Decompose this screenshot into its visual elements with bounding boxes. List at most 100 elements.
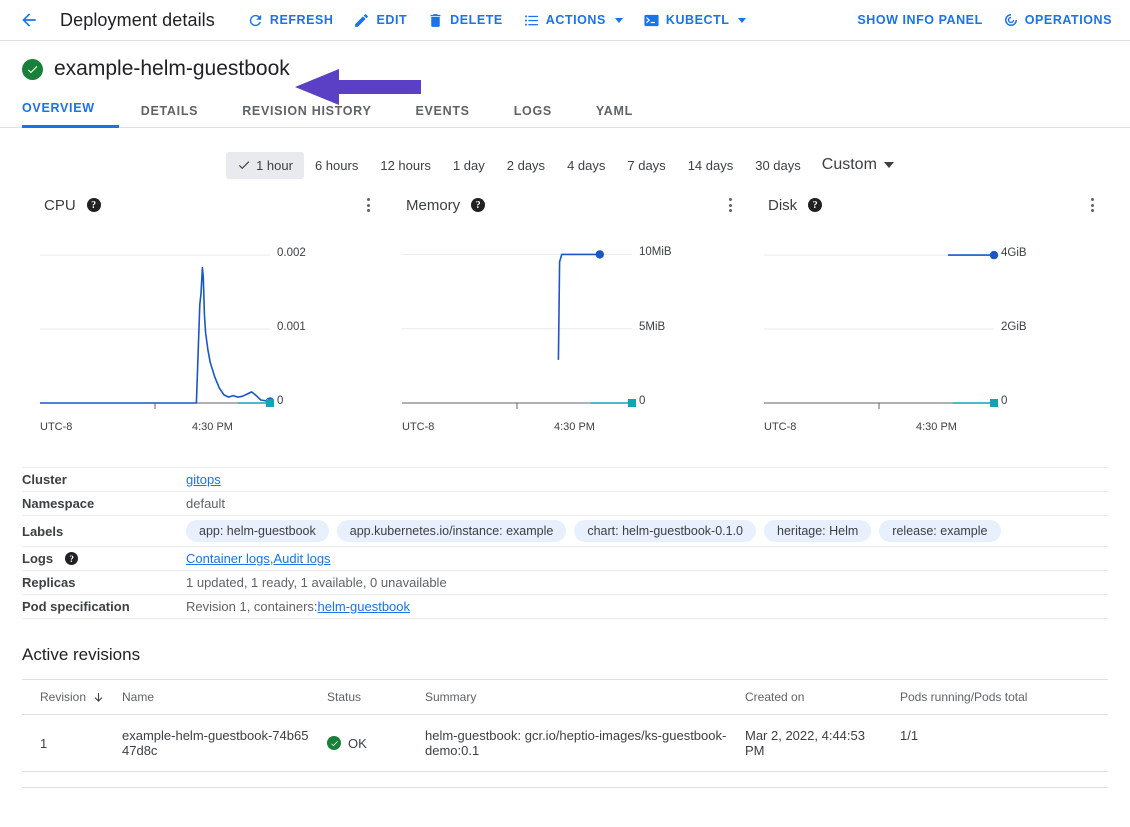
chart-cpu-title: CPU [44, 196, 76, 214]
table-row[interactable]: 1 example-helm-guestbook-74b6547d8c OK h… [22, 715, 1108, 772]
chart-memory-title: Memory [406, 196, 461, 214]
check-circle-icon [327, 736, 341, 750]
actions-label: ACTIONS [545, 13, 606, 27]
tab-revision-history[interactable]: REVISION HISTORY [220, 104, 393, 128]
tab-revision-history-label: REVISION HISTORY [242, 104, 372, 118]
tab-overview[interactable]: OVERVIEW [22, 101, 119, 128]
resource-title-row: example-helm-guestbook [0, 41, 1130, 81]
time-range-2-days-label: 2 days [506, 157, 546, 173]
time-range-14-days-label: 14 days [687, 157, 734, 173]
tab-yaml[interactable]: YAML [574, 104, 655, 128]
time-range-7-days[interactable]: 7 days [616, 152, 676, 179]
chart-ytick-label: 10MiB [639, 246, 672, 259]
chart-memory-plot: 10MiB 5MiB 0 [384, 236, 738, 421]
cluster-link[interactable]: gitops [186, 472, 221, 487]
tab-logs-label: LOGS [513, 104, 552, 118]
refresh-button[interactable]: REFRESH [237, 6, 344, 35]
time-range-12-hours-label: 12 hours [380, 157, 431, 173]
chart-cpu-xtick-0: UTC-8 [40, 421, 73, 433]
detail-row-pod-specification: Pod specification Revision 1, containers… [22, 595, 1108, 619]
time-range-14-days[interactable]: 14 days [677, 152, 745, 179]
cell-summary: helm-guestbook: gcr.io/heptio-images/ks-… [425, 728, 727, 758]
kubectl-label: KUBECTL [665, 13, 730, 27]
chart-memory: Memory ? 10MiB 5MiB 0 UTC-8 4:30 PM [384, 192, 746, 437]
pod-spec-container-link[interactable]: helm-guestbook [317, 599, 411, 614]
tab-yaml-label: YAML [595, 104, 633, 118]
edit-button[interactable]: EDIT [343, 6, 417, 35]
column-header-summary[interactable]: Summary [425, 690, 477, 704]
chart-memory-xtick-1: 4:30 PM [554, 421, 595, 433]
list-icon [523, 12, 540, 29]
column-header-status[interactable]: Status [327, 690, 362, 704]
chart-cpu: CPU ? 0.002 0.001 0 UTC-8 4:30 PM [22, 192, 384, 437]
check-icon [239, 161, 250, 170]
help-icon[interactable]: ? [65, 552, 79, 565]
detail-row-cluster: Cluster gitops [22, 468, 1108, 492]
chart-disk-plot: 4GiB 2GiB 0 [746, 236, 1100, 421]
detail-value-replicas: 1 updated, 1 ready, 1 available, 0 unava… [186, 575, 447, 590]
time-range-1-hour[interactable]: 1 hour [226, 151, 304, 179]
cell-pods: 1/1 [900, 728, 919, 743]
column-header-name[interactable]: Name [122, 690, 155, 704]
time-range-2-days[interactable]: 2 days [496, 152, 556, 179]
chart-memory-xtick-0: UTC-8 [402, 421, 435, 433]
operations-button[interactable]: OPERATIONS [993, 6, 1122, 34]
detail-value-logs: Container logs , Audit logs [186, 551, 331, 566]
column-header-revision[interactable]: Revision [22, 690, 122, 704]
time-range-1-day[interactable]: 1 day [442, 152, 496, 179]
delete-button[interactable]: DELETE [417, 6, 513, 35]
chart-cpu-menu-button[interactable] [361, 194, 376, 216]
cell-created-on: Mar 2, 2022, 4:44:53 PM [745, 728, 865, 758]
chart-cpu-xtick-1: 4:30 PM [192, 421, 233, 433]
tab-events[interactable]: EVENTS [393, 104, 491, 128]
help-icon[interactable]: ? [471, 198, 486, 212]
column-header-pods[interactable]: Pods running/Pods total [900, 690, 1028, 704]
chart-disk-menu-button[interactable] [1085, 194, 1100, 216]
show-info-panel-button[interactable]: SHOW INFO PANEL [847, 7, 992, 33]
chart-memory-menu-button[interactable] [723, 194, 738, 216]
time-range-selector: 1 hour 6 hours 12 hours 1 day 2 days 4 d… [0, 150, 1130, 180]
chart-ytick-label: 5MiB [639, 320, 666, 333]
tab-events-label: EVENTS [415, 104, 470, 118]
chart-disk-xaxis: UTC-8 4:30 PM [746, 421, 1100, 437]
chart-ytick-label: 4GiB [1001, 247, 1027, 260]
help-icon[interactable]: ? [86, 198, 101, 212]
detail-value-labels: app: helm-guestbook app.kubernetes.io/in… [186, 520, 1001, 542]
time-range-12-hours[interactable]: 12 hours [369, 152, 442, 179]
detail-key-logs: Logs ? [22, 551, 186, 566]
tab-logs[interactable]: LOGS [492, 104, 574, 128]
details-table: Cluster gitops Namespace default Labels … [22, 467, 1108, 619]
terminal-icon [643, 12, 660, 29]
chart-ytick-label: 0.001 [277, 321, 306, 334]
time-range-custom[interactable]: Custom [812, 150, 904, 180]
time-range-30-days[interactable]: 30 days [744, 152, 812, 179]
detail-key-cluster: Cluster [22, 472, 67, 487]
help-icon[interactable]: ? [808, 198, 823, 212]
label-chip: release: example [879, 520, 1001, 542]
detail-key-logs-label: Logs [22, 551, 54, 566]
back-button[interactable] [14, 5, 44, 35]
tab-bar: OVERVIEW DETAILS REVISION HISTORY EVENTS… [0, 95, 1130, 128]
time-range-1-day-label: 1 day [452, 157, 485, 173]
time-range-7-days-label: 7 days [627, 157, 666, 173]
show-info-panel-label: SHOW INFO PANEL [857, 13, 983, 27]
audit-logs-link[interactable]: Audit logs [273, 551, 331, 566]
container-logs-link[interactable]: Container logs [186, 551, 270, 566]
arrow-down-icon [94, 692, 103, 702]
time-range-6-hours[interactable]: 6 hours [304, 152, 369, 179]
tab-details[interactable]: DETAILS [119, 104, 220, 128]
logs-separator: , [269, 551, 274, 566]
chart-ytick-label: 0 [1001, 395, 1008, 407]
detail-row-replicas: Replicas 1 updated, 1 ready, 1 available… [22, 571, 1108, 595]
chart-disk-title: Disk [768, 196, 798, 214]
bottom-divider [22, 787, 1108, 788]
column-header-created-on[interactable]: Created on [745, 690, 805, 704]
operations-label: OPERATIONS [1024, 13, 1112, 27]
chevron-down-icon [738, 17, 747, 23]
cell-name: example-helm-guestbook-74b6547d8c [122, 728, 309, 758]
kubectl-button[interactable]: KUBECTL [633, 6, 757, 35]
cell-status: OK [327, 728, 425, 758]
time-range-4-days[interactable]: 4 days [556, 152, 616, 179]
page-title: Deployment details [60, 9, 215, 30]
actions-menu-button[interactable]: ACTIONS [513, 6, 633, 35]
